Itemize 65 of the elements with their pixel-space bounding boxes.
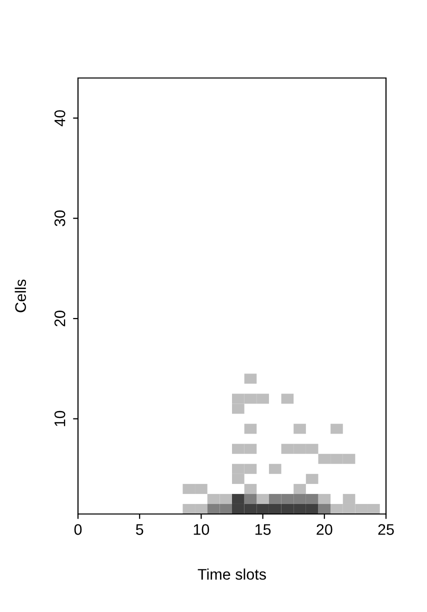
point	[294, 504, 306, 514]
point	[306, 494, 318, 504]
point	[232, 504, 244, 514]
y-axis-title: Cells	[14, 280, 26, 312]
point	[318, 504, 331, 514]
point	[232, 394, 244, 404]
point	[244, 444, 257, 454]
point	[318, 454, 331, 464]
point	[294, 424, 306, 434]
point	[207, 504, 220, 514]
point	[256, 494, 269, 504]
point	[294, 444, 306, 454]
point	[207, 494, 220, 504]
point	[268, 494, 282, 504]
point	[330, 504, 343, 514]
point	[294, 484, 306, 494]
point	[244, 494, 257, 504]
x-tick-label: 10	[194, 524, 210, 535]
point	[306, 474, 318, 484]
x-tick-label: 5	[136, 524, 144, 535]
point	[195, 484, 208, 494]
point	[220, 494, 232, 504]
point	[182, 504, 196, 514]
x-axis-title: Time slots	[198, 568, 266, 580]
point	[318, 494, 331, 504]
point	[281, 394, 294, 404]
point	[294, 494, 306, 504]
point	[342, 494, 356, 504]
point	[330, 454, 343, 464]
point	[232, 404, 244, 414]
x-tick-label: 15	[255, 524, 271, 535]
point	[342, 454, 356, 464]
point	[232, 444, 244, 454]
point	[268, 464, 282, 474]
point	[220, 504, 232, 514]
point	[330, 424, 343, 434]
point	[232, 494, 244, 504]
y-tick-label: 30	[54, 210, 66, 226]
point	[281, 444, 294, 454]
point	[232, 464, 244, 474]
point	[244, 424, 257, 434]
point	[281, 494, 294, 504]
point	[306, 504, 318, 514]
point	[256, 504, 269, 514]
x-tick-label: 0	[74, 524, 82, 535]
x-tick-label: 20	[316, 524, 332, 535]
point	[281, 504, 294, 514]
point	[268, 504, 282, 514]
point	[342, 504, 356, 514]
point	[306, 444, 318, 454]
y-tick-label: 10	[54, 410, 66, 426]
y-tick-label: 20	[54, 310, 66, 326]
point	[244, 394, 257, 404]
point	[355, 504, 368, 514]
y-tick-label: 40	[54, 110, 66, 126]
point	[232, 474, 244, 484]
point	[244, 484, 257, 494]
point	[182, 484, 196, 494]
x-tick-label: 25	[378, 524, 394, 535]
point	[244, 464, 257, 474]
point	[244, 374, 257, 384]
point	[195, 504, 208, 514]
point	[368, 504, 380, 514]
point	[244, 504, 257, 514]
point	[256, 394, 269, 404]
